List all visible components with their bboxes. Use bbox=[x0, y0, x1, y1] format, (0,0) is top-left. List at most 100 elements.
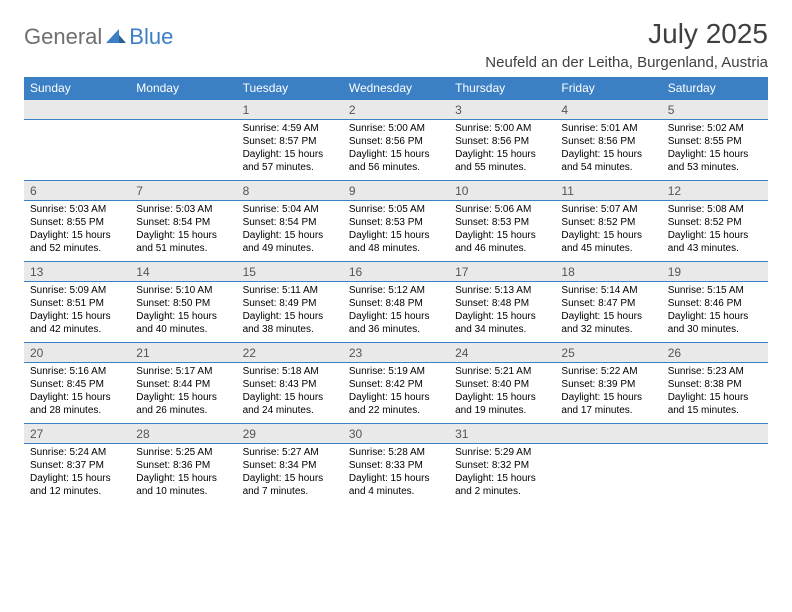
day-content-row: Sunrise: 4:59 AMSunset: 8:57 PMDaylight:… bbox=[24, 120, 768, 181]
sunrise-text: Sunrise: 5:27 AM bbox=[243, 446, 337, 459]
day-number: 17 bbox=[449, 262, 555, 281]
day-number-row: ..12345 bbox=[24, 100, 768, 120]
day-content-cell: Sunrise: 5:22 AMSunset: 8:39 PMDaylight:… bbox=[555, 363, 661, 424]
day-content-cell: Sunrise: 5:07 AMSunset: 8:52 PMDaylight:… bbox=[555, 201, 661, 262]
title-block: July 2025 Neufeld an der Leitha, Burgenl… bbox=[485, 18, 768, 71]
sunrise-text: Sunrise: 5:11 AM bbox=[243, 284, 337, 297]
sunrise-text: Sunrise: 5:17 AM bbox=[136, 365, 230, 378]
daylight-text: Daylight: 15 hours and 19 minutes. bbox=[455, 391, 549, 417]
day-content-cell: Sunrise: 5:15 AMSunset: 8:46 PMDaylight:… bbox=[662, 282, 768, 343]
day-content: Sunrise: 5:19 AMSunset: 8:42 PMDaylight:… bbox=[343, 363, 449, 423]
day-content-row: Sunrise: 5:09 AMSunset: 8:51 PMDaylight:… bbox=[24, 282, 768, 343]
day-number-cell: 6 bbox=[24, 181, 130, 201]
day-number: 15 bbox=[237, 262, 343, 281]
day-number-cell: 11 bbox=[555, 181, 661, 201]
day-content: Sunrise: 5:00 AMSunset: 8:56 PMDaylight:… bbox=[343, 120, 449, 180]
day-number: . bbox=[555, 424, 661, 443]
day-number: 24 bbox=[449, 343, 555, 362]
weekday-header: Friday bbox=[555, 77, 661, 100]
day-content: Sunrise: 5:14 AMSunset: 8:47 PMDaylight:… bbox=[555, 282, 661, 342]
day-content-cell: Sunrise: 5:24 AMSunset: 8:37 PMDaylight:… bbox=[24, 444, 130, 505]
sunset-text: Sunset: 8:54 PM bbox=[136, 216, 230, 229]
daylight-text: Daylight: 15 hours and 42 minutes. bbox=[30, 310, 124, 336]
day-number: 7 bbox=[130, 181, 236, 200]
day-number: 11 bbox=[555, 181, 661, 200]
daylight-text: Daylight: 15 hours and 7 minutes. bbox=[243, 472, 337, 498]
day-content: Sunrise: 5:02 AMSunset: 8:55 PMDaylight:… bbox=[662, 120, 768, 180]
sunrise-text: Sunrise: 5:19 AM bbox=[349, 365, 443, 378]
day-content: Sunrise: 4:59 AMSunset: 8:57 PMDaylight:… bbox=[237, 120, 343, 180]
day-content-cell: Sunrise: 5:03 AMSunset: 8:55 PMDaylight:… bbox=[24, 201, 130, 262]
sunset-text: Sunset: 8:47 PM bbox=[561, 297, 655, 310]
calendar-header-row: SundayMondayTuesdayWednesdayThursdayFrid… bbox=[24, 77, 768, 100]
day-number: 26 bbox=[662, 343, 768, 362]
day-content: Sunrise: 5:11 AMSunset: 8:49 PMDaylight:… bbox=[237, 282, 343, 342]
daylight-text: Daylight: 15 hours and 15 minutes. bbox=[668, 391, 762, 417]
day-content: Sunrise: 5:18 AMSunset: 8:43 PMDaylight:… bbox=[237, 363, 343, 423]
day-number-cell: 27 bbox=[24, 424, 130, 444]
daylight-text: Daylight: 15 hours and 32 minutes. bbox=[561, 310, 655, 336]
day-content-cell: Sunrise: 5:23 AMSunset: 8:38 PMDaylight:… bbox=[662, 363, 768, 424]
day-content-cell: Sunrise: 5:25 AMSunset: 8:36 PMDaylight:… bbox=[130, 444, 236, 505]
day-number: . bbox=[24, 100, 130, 119]
daylight-text: Daylight: 15 hours and 17 minutes. bbox=[561, 391, 655, 417]
sunrise-text: Sunrise: 5:25 AM bbox=[136, 446, 230, 459]
day-number: 23 bbox=[343, 343, 449, 362]
day-content: Sunrise: 5:06 AMSunset: 8:53 PMDaylight:… bbox=[449, 201, 555, 261]
sunset-text: Sunset: 8:53 PM bbox=[349, 216, 443, 229]
sunrise-text: Sunrise: 5:02 AM bbox=[668, 122, 762, 135]
day-number: 30 bbox=[343, 424, 449, 443]
day-number: 8 bbox=[237, 181, 343, 200]
sunrise-text: Sunrise: 5:13 AM bbox=[455, 284, 549, 297]
sunrise-text: Sunrise: 5:21 AM bbox=[455, 365, 549, 378]
day-number-row: 20212223242526 bbox=[24, 343, 768, 363]
day-content: Sunrise: 5:16 AMSunset: 8:45 PMDaylight:… bbox=[24, 363, 130, 423]
day-number-cell: 10 bbox=[449, 181, 555, 201]
sunset-text: Sunset: 8:51 PM bbox=[30, 297, 124, 310]
day-number-cell: . bbox=[24, 100, 130, 120]
sunset-text: Sunset: 8:56 PM bbox=[349, 135, 443, 148]
day-number-cell: 5 bbox=[662, 100, 768, 120]
day-number: 14 bbox=[130, 262, 236, 281]
day-content-cell: Sunrise: 5:17 AMSunset: 8:44 PMDaylight:… bbox=[130, 363, 236, 424]
day-number-cell: 19 bbox=[662, 262, 768, 282]
day-content: Sunrise: 5:27 AMSunset: 8:34 PMDaylight:… bbox=[237, 444, 343, 504]
day-content-row: Sunrise: 5:24 AMSunset: 8:37 PMDaylight:… bbox=[24, 444, 768, 505]
sunset-text: Sunset: 8:33 PM bbox=[349, 459, 443, 472]
day-number-cell: 8 bbox=[237, 181, 343, 201]
day-number: 10 bbox=[449, 181, 555, 200]
sunset-text: Sunset: 8:55 PM bbox=[668, 135, 762, 148]
day-content-cell: Sunrise: 5:19 AMSunset: 8:42 PMDaylight:… bbox=[343, 363, 449, 424]
sunrise-text: Sunrise: 5:00 AM bbox=[455, 122, 549, 135]
sunset-text: Sunset: 8:52 PM bbox=[561, 216, 655, 229]
day-content bbox=[662, 444, 768, 502]
day-content-cell bbox=[662, 444, 768, 505]
day-content: Sunrise: 5:10 AMSunset: 8:50 PMDaylight:… bbox=[130, 282, 236, 342]
day-number-cell: 18 bbox=[555, 262, 661, 282]
weekday-header: Tuesday bbox=[237, 77, 343, 100]
day-number-cell: 1 bbox=[237, 100, 343, 120]
day-number-cell: 9 bbox=[343, 181, 449, 201]
sunset-text: Sunset: 8:42 PM bbox=[349, 378, 443, 391]
sunrise-text: Sunrise: 5:07 AM bbox=[561, 203, 655, 216]
weekday-header: Sunday bbox=[24, 77, 130, 100]
day-number: 25 bbox=[555, 343, 661, 362]
day-number: 1 bbox=[237, 100, 343, 119]
daylight-text: Daylight: 15 hours and 46 minutes. bbox=[455, 229, 549, 255]
day-content: Sunrise: 5:22 AMSunset: 8:39 PMDaylight:… bbox=[555, 363, 661, 423]
day-number-cell: 31 bbox=[449, 424, 555, 444]
day-content-cell: Sunrise: 5:11 AMSunset: 8:49 PMDaylight:… bbox=[237, 282, 343, 343]
sunrise-text: Sunrise: 5:05 AM bbox=[349, 203, 443, 216]
sunrise-text: Sunrise: 5:03 AM bbox=[30, 203, 124, 216]
sunrise-text: Sunrise: 5:08 AM bbox=[668, 203, 762, 216]
day-content: Sunrise: 5:28 AMSunset: 8:33 PMDaylight:… bbox=[343, 444, 449, 504]
day-content-cell: Sunrise: 5:10 AMSunset: 8:50 PMDaylight:… bbox=[130, 282, 236, 343]
sunrise-text: Sunrise: 5:04 AM bbox=[243, 203, 337, 216]
day-content-cell: Sunrise: 5:03 AMSunset: 8:54 PMDaylight:… bbox=[130, 201, 236, 262]
day-number-cell: 25 bbox=[555, 343, 661, 363]
day-number: . bbox=[662, 424, 768, 443]
day-content: Sunrise: 5:23 AMSunset: 8:38 PMDaylight:… bbox=[662, 363, 768, 423]
day-number-cell: 15 bbox=[237, 262, 343, 282]
day-number-cell: 22 bbox=[237, 343, 343, 363]
day-number-cell: 3 bbox=[449, 100, 555, 120]
